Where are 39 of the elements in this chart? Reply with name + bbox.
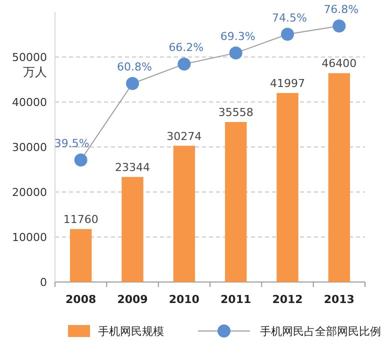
- data-label: 11760: [63, 213, 98, 226]
- data-label: 30274: [166, 130, 202, 143]
- x-tick-label: 2008: [66, 293, 96, 306]
- bar: [328, 73, 350, 282]
- legend-label: 手机网民占全部网民比例: [260, 325, 381, 338]
- point: [281, 28, 294, 41]
- point: [178, 58, 191, 71]
- data-label: 76.8%: [324, 3, 359, 16]
- bar: [224, 122, 247, 282]
- y-tick-label: 0: [40, 276, 47, 289]
- data-label: 41997: [270, 77, 305, 90]
- x-tick-label: 2013: [324, 293, 354, 306]
- data-label: 23344: [115, 160, 150, 174]
- bar: [276, 93, 298, 282]
- data-label: 39.5%: [54, 137, 90, 150]
- y-tick-label: 10000: [12, 231, 47, 244]
- bar: [173, 146, 196, 282]
- x-tick-label: 2009: [117, 293, 148, 306]
- data-label: 60.8%: [117, 60, 152, 74]
- point: [229, 46, 242, 60]
- y-tick-label: 20000: [12, 186, 47, 199]
- data-label: 74.5%: [272, 11, 307, 24]
- data-label: 46400: [322, 57, 357, 70]
- point: [332, 20, 346, 32]
- y-tick-label: 50000: [12, 51, 47, 64]
- data-label: 69.3%: [220, 30, 256, 43]
- data-label: 66.2%: [168, 41, 204, 54]
- bar: [122, 176, 144, 282]
- x-tick-label: 2012: [272, 293, 303, 306]
- x-tick-label: 2011: [220, 293, 252, 306]
- x-tick-label: 2010: [168, 293, 200, 306]
- point: [74, 154, 88, 166]
- legend-label: 手机网民规模: [98, 325, 164, 338]
- point: [126, 76, 139, 90]
- data-label: 35558: [218, 106, 254, 119]
- bar: [70, 229, 92, 282]
- y-tick-label: 40000: [12, 96, 47, 109]
- y-tick-label: 30000: [12, 141, 47, 154]
- y-axis-title: 万人: [23, 65, 47, 79]
